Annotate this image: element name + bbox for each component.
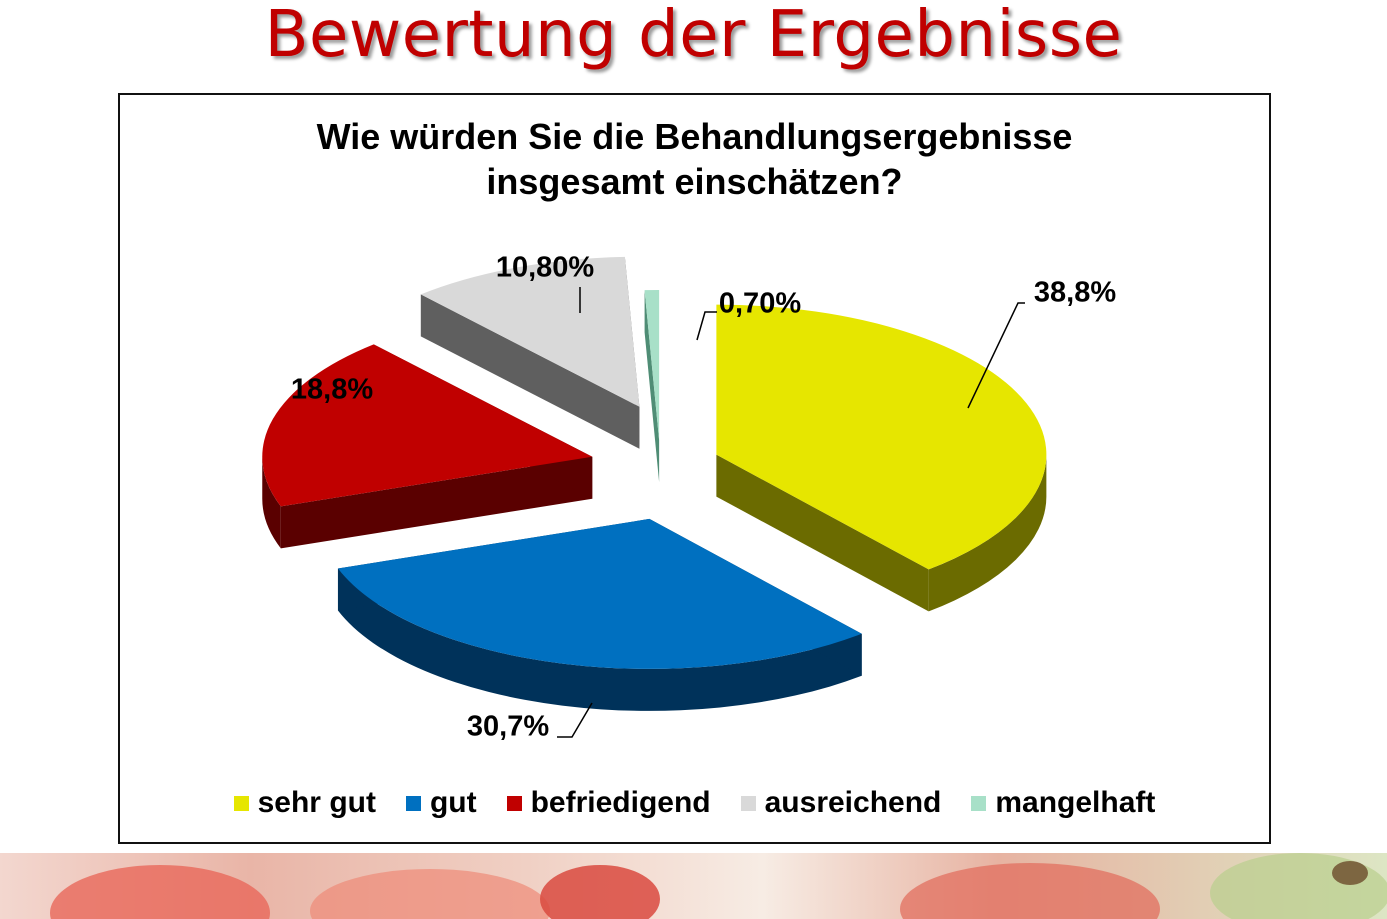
legend-swatch-gut (405, 795, 421, 811)
pie-slice-mangelhaft (644, 290, 660, 483)
pie-slice-gut (337, 518, 862, 711)
data-label-mangelhaft: 0,70% (719, 288, 801, 320)
data-label-gut: 30,7% (467, 711, 549, 743)
leader-line-gut (557, 702, 593, 738)
legend-item-gut: gut (405, 786, 477, 820)
legend-item-ausreichend: ausreichend (740, 786, 942, 820)
data-label-sehr-gut: 38,8% (1034, 277, 1116, 309)
legend-item-mangelhaft: mangelhaft (971, 786, 1155, 820)
pie-slice-befriedigend (262, 344, 593, 549)
legend-swatch-befriedigend (506, 795, 522, 811)
legend-label-gut: gut (429, 786, 477, 819)
legend-item-befriedigend: befriedigend (506, 786, 711, 820)
chart-title-line-2: insgesamt einschätzen? (486, 161, 903, 202)
data-label-ausreichend: 10,80% (496, 252, 595, 284)
legend-item-sehr-gut: sehr gut (233, 786, 376, 820)
footer-decoration (0, 853, 1387, 919)
legend-swatch-mangelhaft (971, 795, 987, 811)
leader-line-sehr-gut (967, 302, 1025, 409)
pie-slice-sehr-gut (716, 304, 1047, 612)
chart-title: Wie würden Sie die Behandlungsergebnisse… (118, 114, 1271, 204)
legend-label-sehr-gut: sehr gut (257, 786, 376, 819)
data-label-befriedigend: 18,8% (291, 374, 373, 406)
legend-label-ausreichend: ausreichend (764, 786, 942, 819)
footer-flower-image (50, 853, 1387, 919)
leader-line-mangelhaft (696, 311, 717, 341)
slide-title: Bewertung der Ergebnisse (264, 0, 1123, 72)
legend-swatch-sehr-gut (233, 795, 249, 811)
legend-swatch-ausreichend (740, 795, 756, 811)
pie-slice-ausreichend (420, 256, 640, 449)
chart-title-line-1: Wie würden Sie die Behandlungsergebnisse (316, 116, 1073, 157)
legend-label-befriedigend: befriedigend (530, 786, 711, 819)
legend: sehr gut gut befriedigend ausreichend mangel… (118, 786, 1271, 820)
legend-label-mangelhaft: mangelhaft (995, 786, 1156, 819)
